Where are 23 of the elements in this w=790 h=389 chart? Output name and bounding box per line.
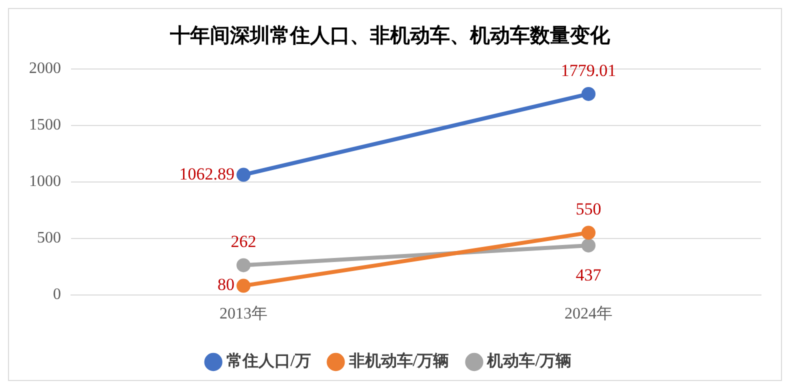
point xyxy=(236,278,250,293)
legend-label: 机动车/万辆 xyxy=(486,352,572,370)
data-label: 1062.89 xyxy=(179,164,234,184)
y-tick-label: 2000 xyxy=(29,60,61,78)
data-label: 550 xyxy=(576,200,602,219)
data-label: 80 xyxy=(218,275,234,294)
point xyxy=(582,86,596,101)
point xyxy=(236,258,250,272)
legend-label: 非机动车/万辆 xyxy=(348,352,450,370)
point xyxy=(236,168,250,182)
x-tick-label: 2013年 xyxy=(220,306,268,323)
y-tick-label: 0 xyxy=(53,286,61,304)
legend-label: 常住人口/万 xyxy=(226,352,311,370)
point xyxy=(582,238,596,252)
x-tick-label: 2024年 xyxy=(564,306,612,323)
y-tick-label: 500 xyxy=(37,230,61,247)
y-tick-label: 1000 xyxy=(29,173,61,190)
y-tick-label: 1500 xyxy=(29,116,61,134)
data-label: 1779.01 xyxy=(560,60,616,80)
data-label: 262 xyxy=(230,232,256,252)
data-label: 437 xyxy=(576,265,602,284)
point xyxy=(582,226,596,240)
chart-title: 十年间深圳常住人口、非机动车、机动车数量变化 xyxy=(169,24,611,48)
